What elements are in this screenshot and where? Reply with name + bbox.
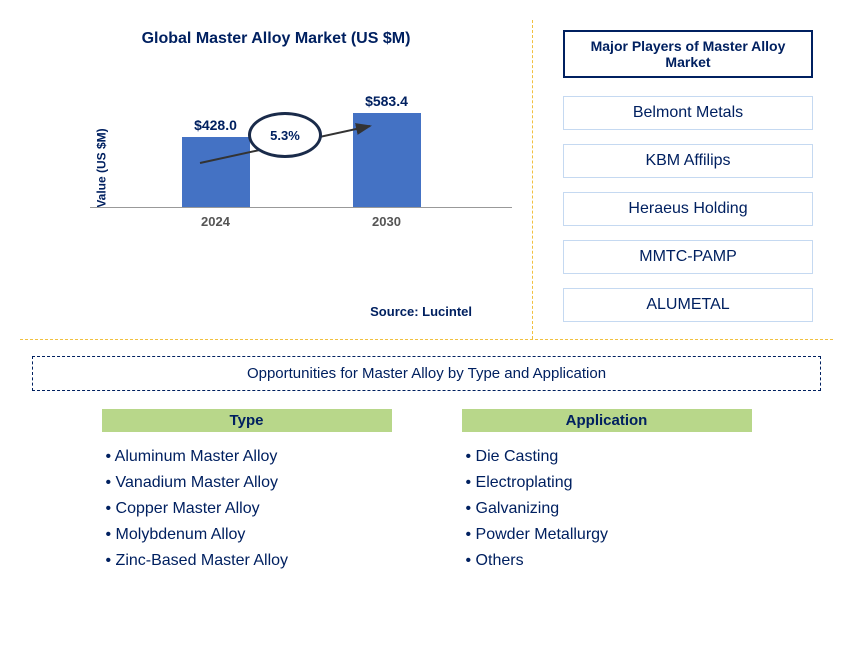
x-axis-labels: 2024 2030: [90, 208, 512, 229]
app-item: Die Casting: [462, 444, 752, 470]
app-item: Powder Metallurgy: [462, 522, 752, 548]
app-item: Galvanizing: [462, 496, 752, 522]
application-column: Application Die Casting Electroplating G…: [462, 409, 752, 574]
players-area: Major Players of Master Alloy Market Bel…: [533, 20, 833, 339]
chart-title: Global Master Alloy Market (US $M): [40, 30, 512, 48]
player-item: ALUMETAL: [563, 288, 813, 322]
type-item: Vanadium Master Alloy: [102, 470, 392, 496]
opportunities-title: Opportunities for Master Alloy by Type a…: [32, 356, 821, 391]
type-item: Copper Master Alloy: [102, 496, 392, 522]
player-item: Belmont Metals: [563, 96, 813, 130]
application-header: Application: [462, 409, 752, 432]
type-header: Type: [102, 409, 392, 432]
app-item: Others: [462, 548, 752, 574]
bar-value-label: $583.4: [365, 93, 408, 109]
opportunity-columns: Type Aluminum Master Alloy Vanadium Mast…: [20, 409, 833, 574]
player-item: MMTC-PAMP: [563, 240, 813, 274]
type-item: Zinc-Based Master Alloy: [102, 548, 392, 574]
chart-area: Global Master Alloy Market (US $M) Value…: [20, 20, 533, 339]
x-label: 2030: [347, 214, 427, 229]
type-column: Type Aluminum Master Alloy Vanadium Mast…: [102, 409, 392, 574]
app-item: Electroplating: [462, 470, 752, 496]
growth-rate-ellipse: 5.3%: [248, 112, 322, 158]
x-label: 2024: [176, 214, 256, 229]
player-item: KBM Affilips: [563, 144, 813, 178]
type-item: Molybdenum Alloy: [102, 522, 392, 548]
top-section: Global Master Alloy Market (US $M) Value…: [20, 20, 833, 340]
player-item: Heraeus Holding: [563, 192, 813, 226]
chart-container: Value (US $M) 5.3% $428.0 $583.4: [90, 78, 512, 258]
type-item: Aluminum Master Alloy: [102, 444, 392, 470]
growth-rate-value: 5.3%: [270, 128, 300, 143]
players-title: Major Players of Master Alloy Market: [563, 30, 813, 78]
source-label: Source: Lucintel: [370, 304, 472, 319]
bottom-section: Opportunities for Master Alloy by Type a…: [20, 340, 833, 574]
